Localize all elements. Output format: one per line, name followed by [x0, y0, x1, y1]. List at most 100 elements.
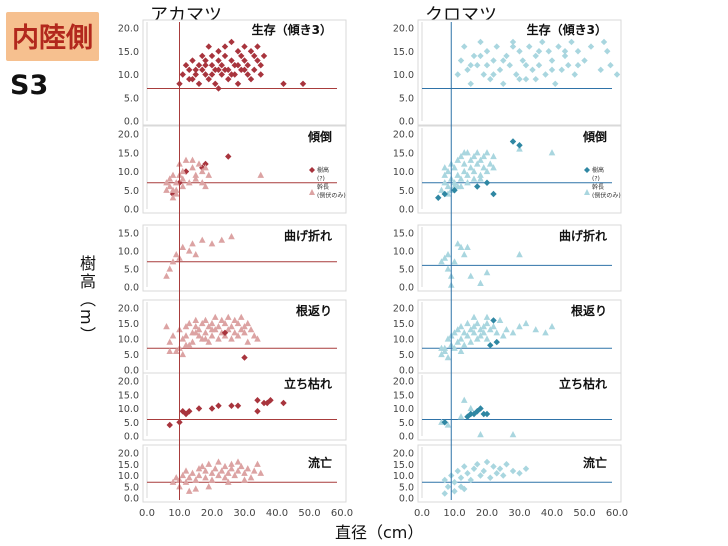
akamatsu-panel-2-point-triangle: [169, 258, 177, 265]
kuromatsu-panel-1-ytick: 5.0: [399, 186, 414, 197]
kuromatsu-panel-0-point-diamond: [506, 62, 513, 69]
akamatsu-panel-0-point-diamond: [251, 66, 258, 74]
akamatsu-panel-1-ytick: 15.0: [118, 148, 139, 159]
kuromatsu-panel-0-ytick: 20.0: [393, 24, 414, 35]
akamatsu-panel-0-point-diamond: [186, 75, 193, 83]
kuromatsu-panel-5-point-diamond: [487, 474, 494, 481]
kuromatsu-panel-5-point-diamond: [509, 467, 517, 475]
akamatsu-panel-0-ytick: 15.0: [118, 47, 139, 58]
akamatsu-xtick: 30.0: [233, 508, 255, 519]
akamatsu-panel-0-point-diamond: [195, 80, 203, 87]
akamatsu-panel-0-point-diamond: [257, 71, 264, 78]
kuromatsu-panel-0-point-diamond: [496, 66, 504, 74]
kuromatsu-panel-4-point-diamond: [483, 410, 491, 418]
kuromatsu-panel-2-point-triangle: [438, 258, 445, 265]
kuromatsu-panel-1-legend-label: 樹高: [592, 166, 604, 174]
akamatsu-panel-1-point-triangle: [205, 171, 213, 178]
akamatsu-panel-0-point-diamond: [215, 85, 222, 92]
akamatsu-panel-0-point-diamond: [254, 43, 261, 50]
kuromatsu-panel-1-point-triangle: [467, 164, 475, 171]
kuromatsu-panel-5-point-diamond: [444, 483, 452, 490]
kuromatsu-panel-0-point-diamond: [532, 52, 539, 60]
kuromatsu-panel-1-point-triangle: [451, 179, 458, 186]
kuromatsu-panel-1-point-triangle: [460, 149, 468, 156]
akamatsu-panel-0-point-diamond: [189, 75, 196, 83]
kuromatsu-panel-1-point-triangle: [460, 167, 468, 175]
kuromatsu-panel-2-point-triangle: [454, 240, 462, 247]
akamatsu-panel-3-title: 根返り: [296, 303, 332, 318]
akamatsu-panel-2-title: 曲げ折れ: [284, 228, 332, 243]
kuromatsu-panel-5-ytick: 20.0: [393, 449, 414, 460]
kuromatsu-panel-1-point-triangle: [486, 160, 494, 167]
akamatsu-panel-1-point-triangle: [172, 179, 180, 186]
kuromatsu-panel-5-point-diamond: [493, 470, 500, 477]
kuromatsu-panel-1-point-triangle: [470, 175, 478, 182]
akamatsu-panel-2-point-triangle: [166, 265, 174, 272]
akamatsu-panel-3-ytick: 10.0: [118, 335, 139, 346]
akamatsu-panel-0-ytick: 0.0: [124, 117, 139, 128]
kuromatsu-panel-3-point-triangle: [451, 344, 458, 351]
akamatsu-panel-5-point-triangle: [195, 471, 203, 479]
kuromatsu-panel-1-point-triangle: [477, 171, 484, 178]
akamatsu-panel-5-point-triangle: [244, 465, 252, 472]
akamatsu-panel-0-point-diamond: [179, 71, 186, 78]
kuromatsu-panel-0-point-diamond: [529, 66, 536, 74]
akamatsu-panel-1-point-triangle: [185, 179, 193, 186]
kuromatsu-panel-1-point-diamond: [490, 190, 497, 198]
kuromatsu-panel-5-point-diamond: [500, 472, 507, 479]
kuromatsu-panel-3-point-triangle: [444, 354, 452, 361]
kuromatsu-panel-0-point-diamond: [607, 62, 614, 69]
akamatsu-panel-2-point-triangle: [172, 251, 180, 258]
akamatsu-panel-3-point-triangle: [195, 326, 203, 333]
kuromatsu-panel-0-point-diamond: [574, 62, 582, 69]
akamatsu-panel-5-point-triangle: [215, 458, 222, 465]
akamatsu-panel-0-point-diamond: [202, 62, 209, 69]
kuromatsu-panel-3-point-triangle: [490, 323, 497, 330]
kuromatsu-panel-0-ytick: 0.0: [399, 117, 414, 128]
akamatsu-panel-0-ytick: 10.0: [118, 70, 139, 81]
kuromatsu-panel-2-ytick: 5.0: [399, 265, 414, 276]
akamatsu-panel-3-point-triangle: [202, 329, 209, 336]
kuromatsu-panel-1-point-triangle: [477, 175, 484, 182]
kuromatsu-panel-2-point-triangle: [444, 265, 452, 272]
kuromatsu-panel-5-point-diamond: [496, 465, 504, 472]
akamatsu-panel-0-point-diamond: [208, 62, 216, 69]
akamatsu-panel-0-point-diamond: [251, 52, 258, 60]
kuromatsu-panel-5-point-diamond: [464, 470, 471, 477]
kuromatsu-panel-5-point-diamond: [441, 490, 448, 497]
akamatsu-panel-3-point-triangle: [166, 338, 174, 345]
akamatsu-panel-1-point-triangle: [202, 164, 209, 171]
akamatsu-panel-5-point-triangle: [211, 465, 219, 472]
akamatsu-panel-0-point-diamond: [231, 71, 238, 78]
kuromatsu-panel-1-point-triangle: [444, 182, 452, 190]
kuromatsu-panel-3-title: 根返り: [571, 303, 607, 318]
akamatsu-panel-5-point-triangle: [224, 478, 232, 485]
kuromatsu-panel-5-point-diamond: [503, 461, 510, 468]
kuromatsu-panel-0-ytick: 5.0: [399, 93, 414, 104]
kuromatsu-panel-5-point-diamond: [451, 488, 458, 495]
kuromatsu-panel-0-point-diamond: [522, 62, 530, 69]
kuromatsu-panel-0-point-diamond: [513, 71, 520, 78]
akamatsu-panel-3-ytick: 20.0: [118, 304, 139, 315]
kuromatsu-panel-1-point-diamond: [451, 187, 458, 194]
kuromatsu-panel-0-frame: [417, 19, 622, 126]
akamatsu-panel-4-ytick: 0.0: [124, 432, 139, 443]
kuromatsu-panel-3-point-triangle: [457, 323, 465, 330]
kuromatsu-panel-0-point-diamond: [487, 75, 494, 83]
akamatsu-panel-1-point-triangle: [202, 182, 209, 190]
akamatsu-panel-5-point-triangle: [192, 476, 200, 483]
akamatsu-panel-0-point-diamond: [208, 71, 216, 78]
akamatsu-panel-3-point-triangle: [192, 316, 200, 323]
kuromatsu-panel-1-ytick: 0.0: [399, 205, 414, 216]
kuromatsu-panel-5-point-diamond: [522, 465, 530, 472]
akamatsu-panel-1-point-triangle: [192, 171, 200, 178]
akamatsu-panel-1-point-triangle: [198, 179, 206, 186]
kuromatsu-panel-2-ytick: 15.0: [393, 229, 414, 240]
kuromatsu-panel-4-point-diamond: [441, 419, 448, 426]
kuromatsu-panel-0-point-diamond: [561, 52, 569, 60]
akamatsu-panel-0-point-diamond: [221, 66, 229, 74]
kuromatsu-panel-0-point-diamond: [483, 48, 491, 55]
akamatsu-panel-1-point-diamond: [225, 153, 232, 160]
kuromatsu-panel-5-ytick: 0.0: [399, 494, 414, 505]
akamatsu-panel-3-point-triangle: [244, 338, 252, 345]
